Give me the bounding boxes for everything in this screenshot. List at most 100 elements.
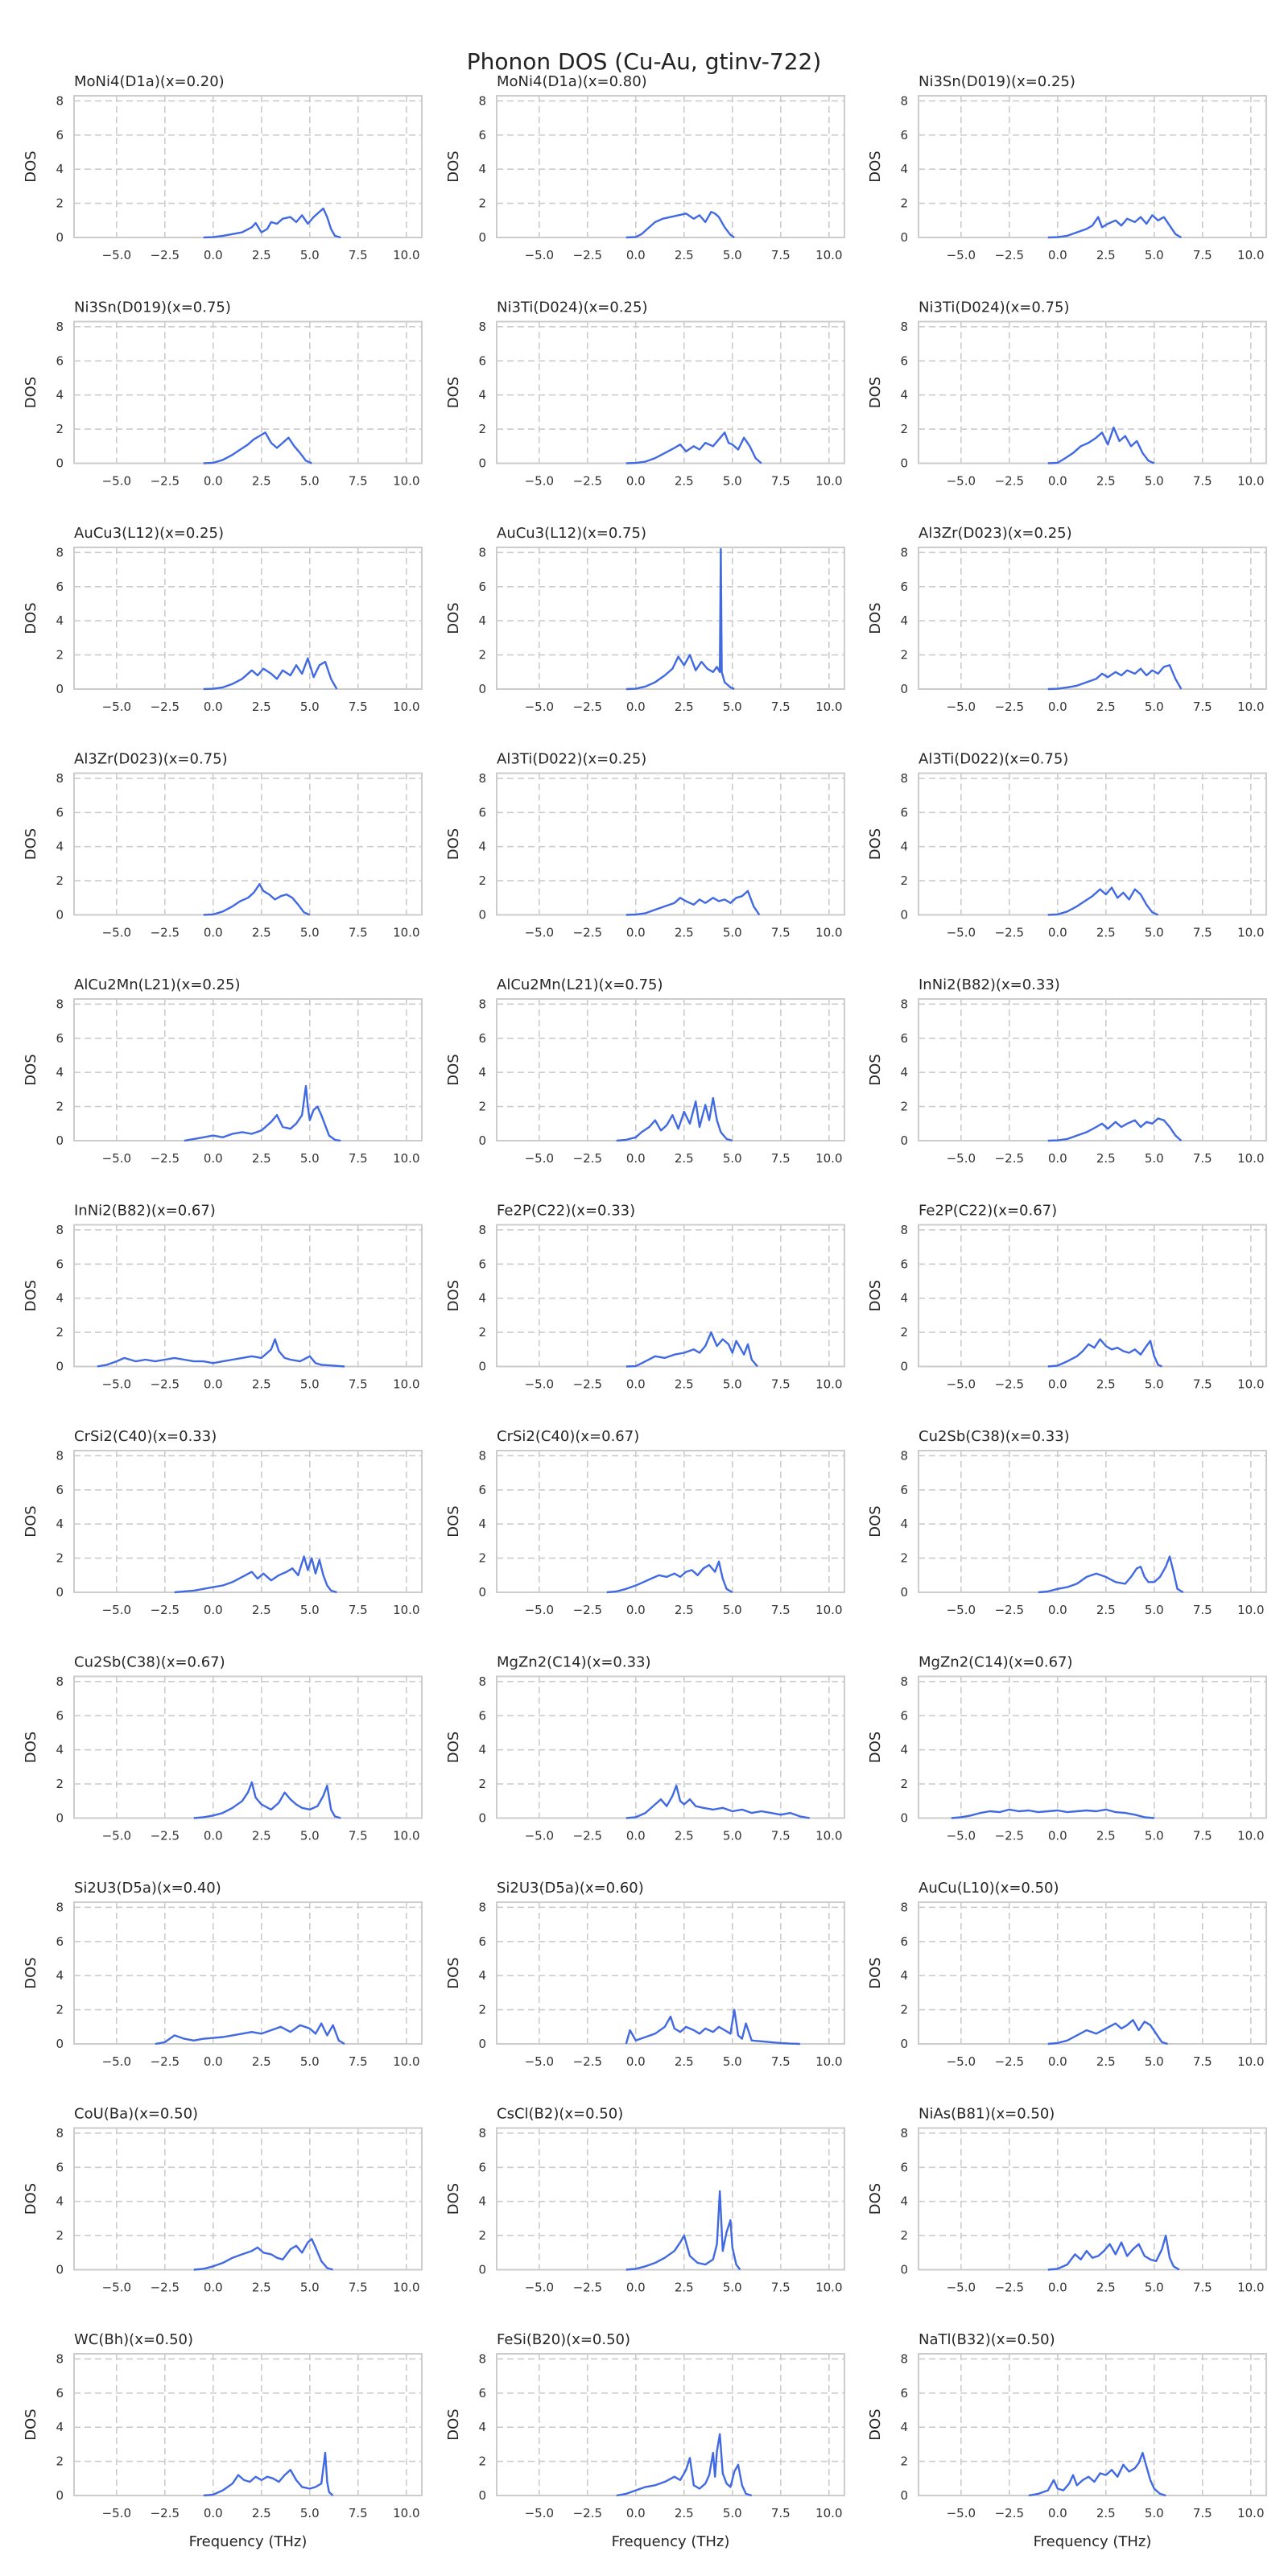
x-tick-label: −5.0 bbox=[525, 1829, 554, 1843]
x-tick-label: 7.5 bbox=[349, 474, 368, 489]
x-tick-label: 7.5 bbox=[771, 1151, 791, 1166]
y-tick-label: 8 bbox=[478, 1900, 486, 1914]
x-tick-label: −5.0 bbox=[947, 1829, 976, 1843]
y-tick-label: 0 bbox=[900, 908, 908, 923]
y-tick-label: 0 bbox=[478, 908, 486, 923]
x-tick-label: 0.0 bbox=[204, 1829, 223, 1843]
x-tick-label: 10.0 bbox=[815, 2054, 842, 2069]
y-tick-label: 6 bbox=[56, 1934, 64, 1949]
x-tick-label: 0.0 bbox=[204, 2054, 223, 2069]
x-tick-label: 0.0 bbox=[626, 248, 646, 262]
y-axis-label: DOS bbox=[867, 1957, 884, 1988]
y-tick-label: 4 bbox=[478, 1968, 486, 1983]
x-tick-label: −5.0 bbox=[947, 2054, 976, 2069]
dos-panel: −5.0 −2.5 0.0 2.5 5.0 7.5 10.0 0 2 4 6 8 Al3Ti(D022)… bbox=[867, 751, 1267, 940]
x-tick-label: 5.0 bbox=[723, 1829, 742, 1843]
panel-title: Si2U3(D5a)(x=0.60) bbox=[497, 1880, 644, 1897]
dos-panel: −5.0 −2.5 0.0 2.5 5.0 7.5 10.0 0 2 4 6 8 Cu2Sb(C38)(… bbox=[867, 1428, 1267, 1617]
panel-title: InNi2(B82)(x=0.67) bbox=[74, 1203, 216, 1220]
x-tick-label: −5.0 bbox=[947, 1603, 976, 1617]
x-tick-label: 10.0 bbox=[393, 700, 419, 714]
dos-panel: −5.0 −2.5 0.0 2.5 5.0 7.5 10.0 0 2 4 6 8 MoNi4(D1a)(… bbox=[445, 73, 845, 262]
y-axis-label: DOS bbox=[867, 2183, 884, 2215]
y-tick-label: 0 bbox=[56, 456, 64, 471]
y-tick-label: 6 bbox=[478, 1031, 486, 1046]
x-tick-label: 5.0 bbox=[723, 2506, 742, 2520]
x-tick-label: 5.0 bbox=[300, 2281, 320, 2295]
panel-title: WC(Bh)(x=0.50) bbox=[74, 2331, 193, 2348]
x-tick-label: −5.0 bbox=[102, 248, 131, 262]
x-tick-label: 10.0 bbox=[393, 1377, 419, 1392]
x-tick-label: 2.5 bbox=[675, 474, 694, 489]
dos-series-line bbox=[203, 207, 341, 239]
dos-series-line bbox=[1047, 426, 1155, 464]
x-tick-label: 7.5 bbox=[771, 926, 791, 940]
plot-frame bbox=[918, 772, 1267, 916]
y-tick-label: 0 bbox=[56, 908, 64, 923]
dos-series-line bbox=[625, 211, 735, 239]
y-tick-label: 2 bbox=[56, 1100, 64, 1114]
x-tick-label: 0.0 bbox=[626, 1603, 646, 1617]
y-axis-label: DOS bbox=[445, 151, 462, 182]
y-tick-label: 8 bbox=[900, 93, 908, 108]
x-tick-label: 7.5 bbox=[1193, 1377, 1212, 1392]
x-tick-label: 0.0 bbox=[204, 2281, 223, 2295]
panel-title: Al3Zr(D023)(x=0.75) bbox=[74, 751, 228, 768]
x-tick-label: 2.5 bbox=[252, 2054, 271, 2069]
y-tick-label: 4 bbox=[56, 162, 64, 176]
x-tick-label: 2.5 bbox=[675, 2054, 694, 2069]
y-tick-label: 4 bbox=[56, 2420, 64, 2434]
x-tick-label: 2.5 bbox=[675, 1603, 694, 1617]
y-tick-label: 2 bbox=[900, 1100, 908, 1114]
x-tick-label: 2.5 bbox=[252, 1151, 271, 1166]
y-tick-label: 8 bbox=[56, 2351, 64, 2366]
x-tick-label: 10.0 bbox=[815, 1829, 842, 1843]
y-tick-label: 6 bbox=[56, 2386, 64, 2401]
y-tick-label: 2 bbox=[478, 1551, 486, 1566]
x-tick-label: 5.0 bbox=[300, 2054, 320, 2069]
y-tick-label: 0 bbox=[56, 682, 64, 696]
panel-title: Ni3Ti(D024)(x=0.25) bbox=[497, 299, 647, 316]
x-tick-label: 7.5 bbox=[1193, 474, 1212, 489]
y-tick-label: 2 bbox=[900, 648, 908, 663]
dos-series-line bbox=[203, 657, 338, 691]
x-tick-label: 0.0 bbox=[204, 474, 223, 489]
x-tick-label: −2.5 bbox=[573, 2281, 602, 2295]
dos-series-line bbox=[625, 2008, 800, 2046]
y-tick-label: 8 bbox=[900, 2126, 908, 2140]
dos-series-line bbox=[616, 1096, 733, 1142]
dos-series-line bbox=[1047, 664, 1183, 691]
x-tick-label: 0.0 bbox=[626, 2281, 646, 2295]
x-tick-label: −2.5 bbox=[995, 700, 1024, 714]
y-axis-label: DOS bbox=[445, 377, 462, 408]
x-tick-label: −2.5 bbox=[995, 2281, 1024, 2295]
x-tick-label: 5.0 bbox=[300, 2506, 320, 2520]
panel-title: Al3Ti(D022)(x=0.25) bbox=[497, 751, 646, 768]
panel-title: MoNi4(D1a)(x=0.80) bbox=[497, 73, 647, 90]
x-tick-label: 10.0 bbox=[393, 1829, 419, 1843]
figure-title: Phonon DOS (Cu-Au, gtinv-722) bbox=[467, 48, 822, 75]
x-tick-label: 5.0 bbox=[1145, 700, 1164, 714]
y-tick-label: 2 bbox=[478, 1325, 486, 1340]
y-tick-label: 8 bbox=[900, 2351, 908, 2366]
x-tick-label: 7.5 bbox=[1193, 700, 1212, 714]
plot-frame bbox=[918, 1675, 1267, 1819]
x-tick-label: −5.0 bbox=[525, 474, 554, 489]
x-tick-label: 7.5 bbox=[349, 2054, 368, 2069]
x-tick-label: −2.5 bbox=[995, 2054, 1024, 2069]
plot-frame bbox=[496, 2353, 845, 2496]
dos-panel: −5.0 −2.5 0.0 2.5 5.0 7.5 10.0 0 2 4 6 8 Si2U3(D5a)(… bbox=[445, 1880, 845, 2069]
x-tick-label: 0.0 bbox=[626, 1829, 646, 1843]
y-tick-label: 4 bbox=[900, 613, 908, 628]
y-tick-label: 2 bbox=[478, 873, 486, 888]
y-tick-label: 2 bbox=[56, 648, 64, 663]
x-tick-label: 5.0 bbox=[300, 1829, 320, 1843]
y-axis-label: DOS bbox=[867, 1732, 884, 1763]
x-tick-label: 2.5 bbox=[252, 1603, 271, 1617]
x-tick-label: −5.0 bbox=[525, 1603, 554, 1617]
x-axis-label: Frequency (THz) bbox=[189, 2533, 308, 2550]
x-tick-label: 10.0 bbox=[393, 1603, 419, 1617]
x-tick-label: −5.0 bbox=[947, 926, 976, 940]
y-axis-label: DOS bbox=[23, 1280, 39, 1311]
dos-panel: −5.0 −2.5 0.0 2.5 5.0 7.5 10.0 0 2 4 6 8 NaTl(B32)(x… bbox=[867, 2331, 1267, 2550]
